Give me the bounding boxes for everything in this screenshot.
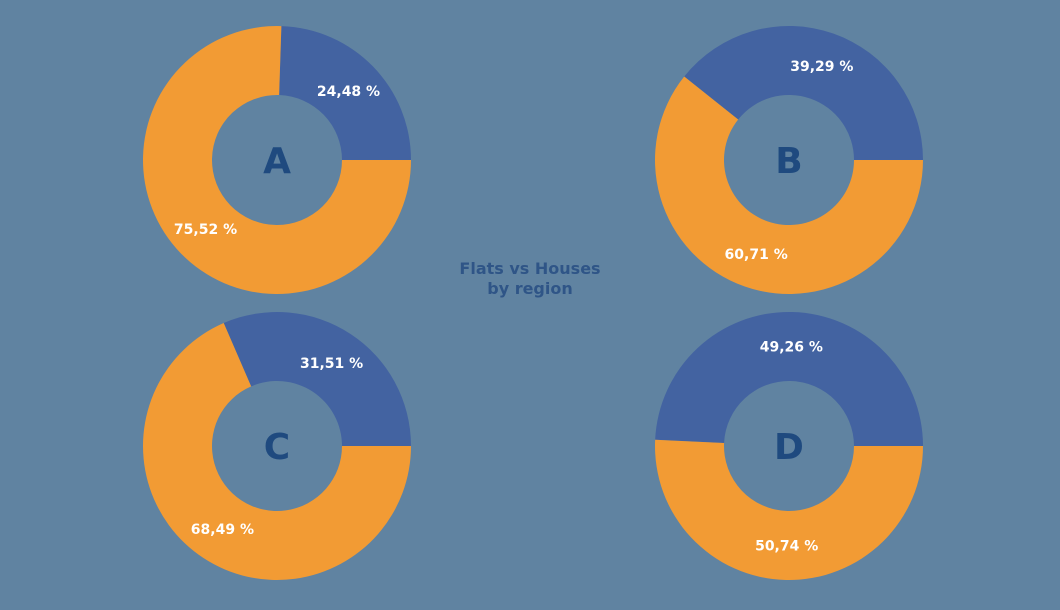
data-label: 49,26 % [760,340,823,356]
donut-chart-a: 24,48 % 75,52 % A [143,26,411,294]
donut-center-label: C [264,427,290,468]
data-label: 39,29 % [790,59,853,75]
data-label: 60,71 % [725,247,788,263]
donut-segment [143,26,411,294]
data-label: 24,48 % [317,84,380,100]
donut-segment [655,312,923,446]
chart-title: Flats vs Houses by region [430,259,630,299]
donut-chart-b: 39,29 % 60,71 % B [654,26,923,295]
data-label: 31,51 % [300,356,363,372]
donut-chart-d: 49,26 % 50,74 % D [654,312,923,581]
donut-center-label: B [775,141,802,182]
donut-segment [223,311,411,446]
data-label: 50,74 % [755,538,818,554]
data-label: 68,49 % [191,522,254,538]
data-label: 75,52 % [174,222,237,238]
donut-segment [654,76,923,295]
donut-segment [279,26,411,160]
donut-center-label: A [263,141,291,182]
donut-chart-c: 31,51 % 68,49 % C [142,311,411,580]
donut-segment [654,439,923,581]
chart-title-line-2: by region [487,279,573,298]
donut-segment [684,26,923,160]
chart-title-line-1: Flats vs Houses [459,259,601,278]
donut-center-label: D [774,427,804,468]
donut-segment [142,323,411,580]
